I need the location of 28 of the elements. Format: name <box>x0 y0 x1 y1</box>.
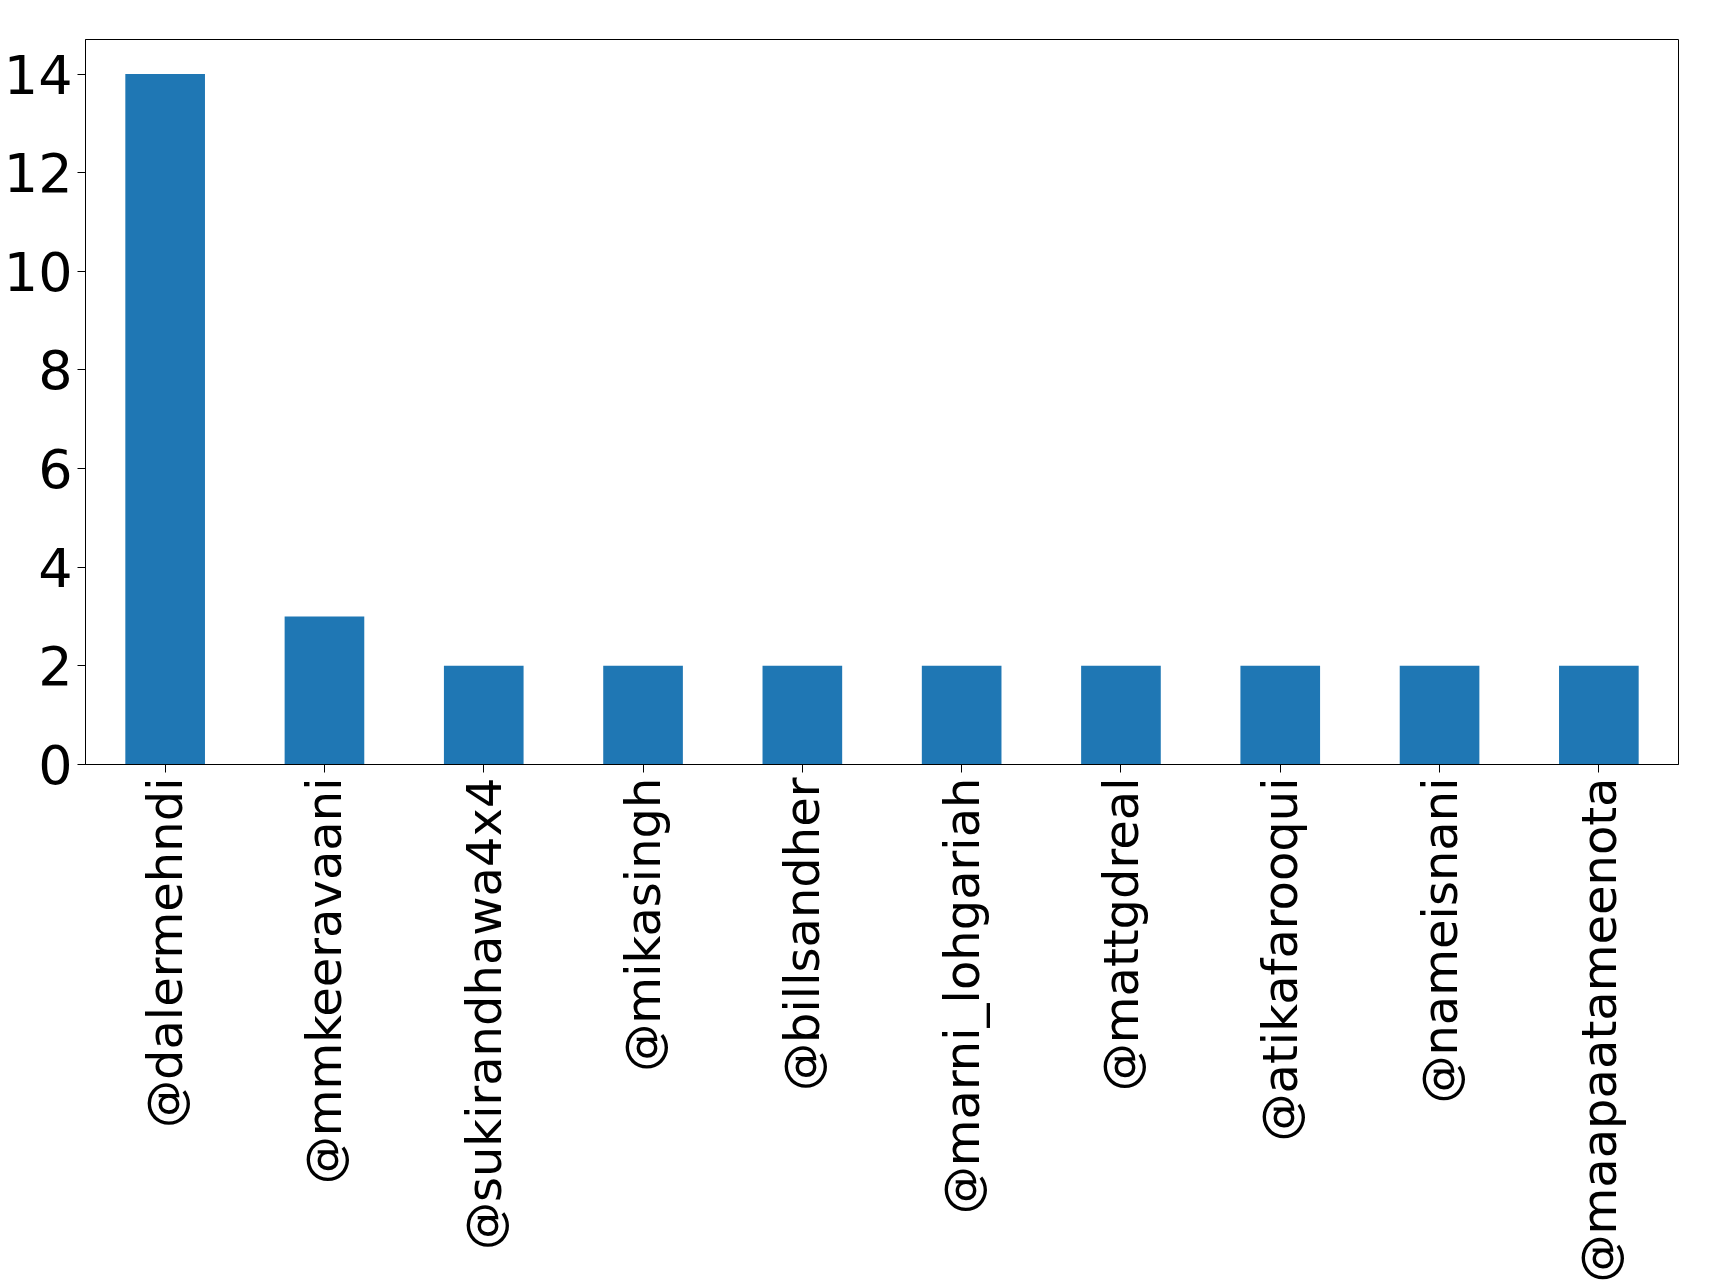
bar <box>921 665 1002 765</box>
y-tick-label: 14 <box>3 43 73 107</box>
bar <box>125 74 205 765</box>
x-tick-label: @mattgdreal <box>1092 777 1149 1092</box>
bar <box>1081 665 1161 765</box>
y-tick-label: 8 <box>38 339 73 403</box>
bar <box>1240 665 1321 765</box>
y-tick-label: 4 <box>38 536 73 600</box>
bar <box>443 665 524 765</box>
x-tick-label: @mmkeeravaani <box>296 777 353 1185</box>
y-tick-label: 12 <box>3 142 73 206</box>
bar <box>603 665 683 765</box>
x-tick-label: @dalermehndi <box>137 777 194 1129</box>
x-tick-label: @marni_lohgariah <box>933 777 990 1215</box>
y-tick-label: 2 <box>38 635 73 699</box>
x-tick-label: @sukirandhawa4x4 <box>455 777 512 1251</box>
x-tick-label: @billsandher <box>774 777 831 1091</box>
bar <box>762 665 843 765</box>
y-tick-label: 6 <box>38 438 73 502</box>
y-tick-label: 10 <box>3 240 73 304</box>
x-tick-label: @maapaatameenota <box>1570 777 1627 1283</box>
x-tick-label: @nameisnani <box>1411 777 1468 1104</box>
bar <box>1559 665 1639 765</box>
y-tick-label: 0 <box>38 734 73 797</box>
bar <box>284 616 365 765</box>
x-tick-label: @atikafarooqui <box>1252 777 1309 1142</box>
x-tick-label: @mikasingh <box>615 777 672 1072</box>
bar <box>1399 665 1480 765</box>
